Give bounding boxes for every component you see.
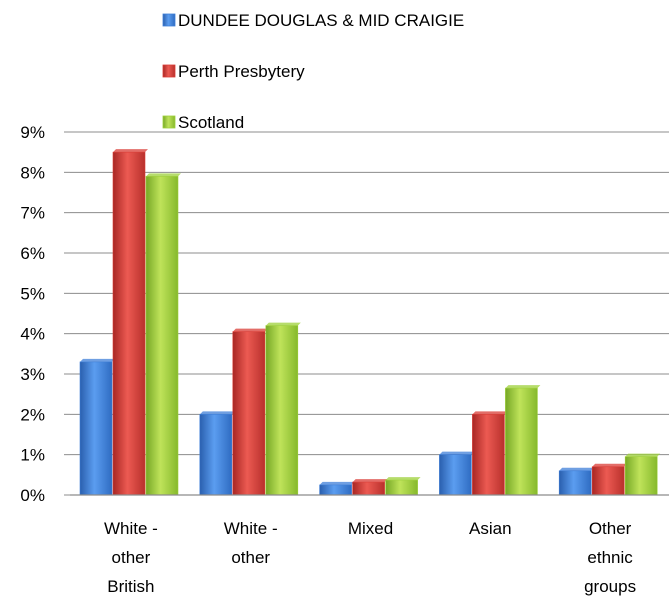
bar-top xyxy=(265,322,301,326)
bar-top xyxy=(439,451,475,455)
bar-top xyxy=(505,385,541,389)
x-category-label: Other xyxy=(589,519,632,538)
bar xyxy=(352,479,388,496)
bar-body xyxy=(199,414,233,496)
bar xyxy=(439,451,475,496)
x-category-label: British xyxy=(107,577,154,596)
bar-top xyxy=(625,453,661,457)
bars xyxy=(79,149,661,496)
bar xyxy=(385,477,421,496)
y-tick-label: 5% xyxy=(20,284,45,303)
bar-body xyxy=(352,481,385,496)
bar-top xyxy=(232,328,268,332)
bar xyxy=(505,385,541,496)
bar-top xyxy=(352,479,388,483)
y-tick-label: 7% xyxy=(20,204,45,223)
bar-body xyxy=(79,361,113,496)
legend-swatch xyxy=(162,64,176,78)
x-category-label: groups xyxy=(584,577,636,596)
legend-item: DUNDEE DOUGLAS & MID CRAIGIE xyxy=(162,11,464,30)
bar-top xyxy=(385,477,421,481)
y-tick-label: 8% xyxy=(20,163,45,182)
legend-label: Perth Presbytery xyxy=(178,62,305,81)
y-tick-label: 1% xyxy=(20,446,45,465)
bar-body xyxy=(385,479,418,496)
x-category-label: ethnic xyxy=(587,548,633,567)
y-tick-label: 2% xyxy=(20,405,45,424)
bar xyxy=(624,453,661,496)
bar-body xyxy=(439,454,472,496)
bar-top xyxy=(319,481,355,485)
legend-item: Perth Presbytery xyxy=(162,62,305,81)
bar xyxy=(112,149,148,496)
y-tick-label: 9% xyxy=(20,123,45,142)
bar xyxy=(232,328,268,496)
x-category-label: other xyxy=(112,548,151,567)
bar-body xyxy=(558,470,592,496)
bar xyxy=(472,411,508,496)
bar-body xyxy=(145,176,179,496)
legend-swatch xyxy=(162,115,176,129)
bar-body xyxy=(591,466,625,496)
bar xyxy=(319,481,355,496)
y-tick-label: 3% xyxy=(20,365,45,384)
legend-label: Scotland xyxy=(178,113,244,132)
bar-top xyxy=(559,467,595,471)
bar-top xyxy=(80,358,115,362)
bar-top xyxy=(592,463,628,467)
legend-item: Scotland xyxy=(162,113,244,132)
x-category-label: White - xyxy=(104,519,158,538)
bar-top xyxy=(113,149,148,153)
bar xyxy=(79,358,115,496)
x-category-label: White - xyxy=(224,519,278,538)
y-axis-tick-labels: 0% 1% 2% 3% 4% 5% 6% 7% 8% 9% xyxy=(20,123,45,505)
bar-top xyxy=(199,411,235,415)
bar-top xyxy=(472,411,508,415)
y-tick-label: 0% xyxy=(20,486,45,505)
y-tick-label: 6% xyxy=(20,244,45,263)
bar xyxy=(558,467,595,496)
bar xyxy=(591,463,628,496)
x-category-label: other xyxy=(231,548,270,567)
bar-body xyxy=(112,151,146,496)
bar xyxy=(265,322,301,496)
chart-legend: DUNDEE DOUGLAS & MID CRAIGIE Perth Presby… xyxy=(162,11,464,132)
bar-top xyxy=(146,173,181,177)
x-axis-category-labels: White - other British White - other Mixed Asia… xyxy=(104,519,636,596)
bar-body xyxy=(472,414,505,496)
legend-swatch xyxy=(162,13,176,27)
bar-body xyxy=(319,484,352,496)
bar-body xyxy=(265,325,299,496)
bar xyxy=(199,411,235,496)
legend-label: DUNDEE DOUGLAS & MID CRAIGIE xyxy=(178,11,464,30)
x-category-label: Asian xyxy=(469,519,512,538)
bar-body xyxy=(505,387,538,496)
bar xyxy=(145,173,181,496)
bar-body xyxy=(232,331,266,496)
x-category-label: Mixed xyxy=(348,519,393,538)
bar-body xyxy=(624,456,658,496)
y-tick-label: 4% xyxy=(20,325,45,344)
